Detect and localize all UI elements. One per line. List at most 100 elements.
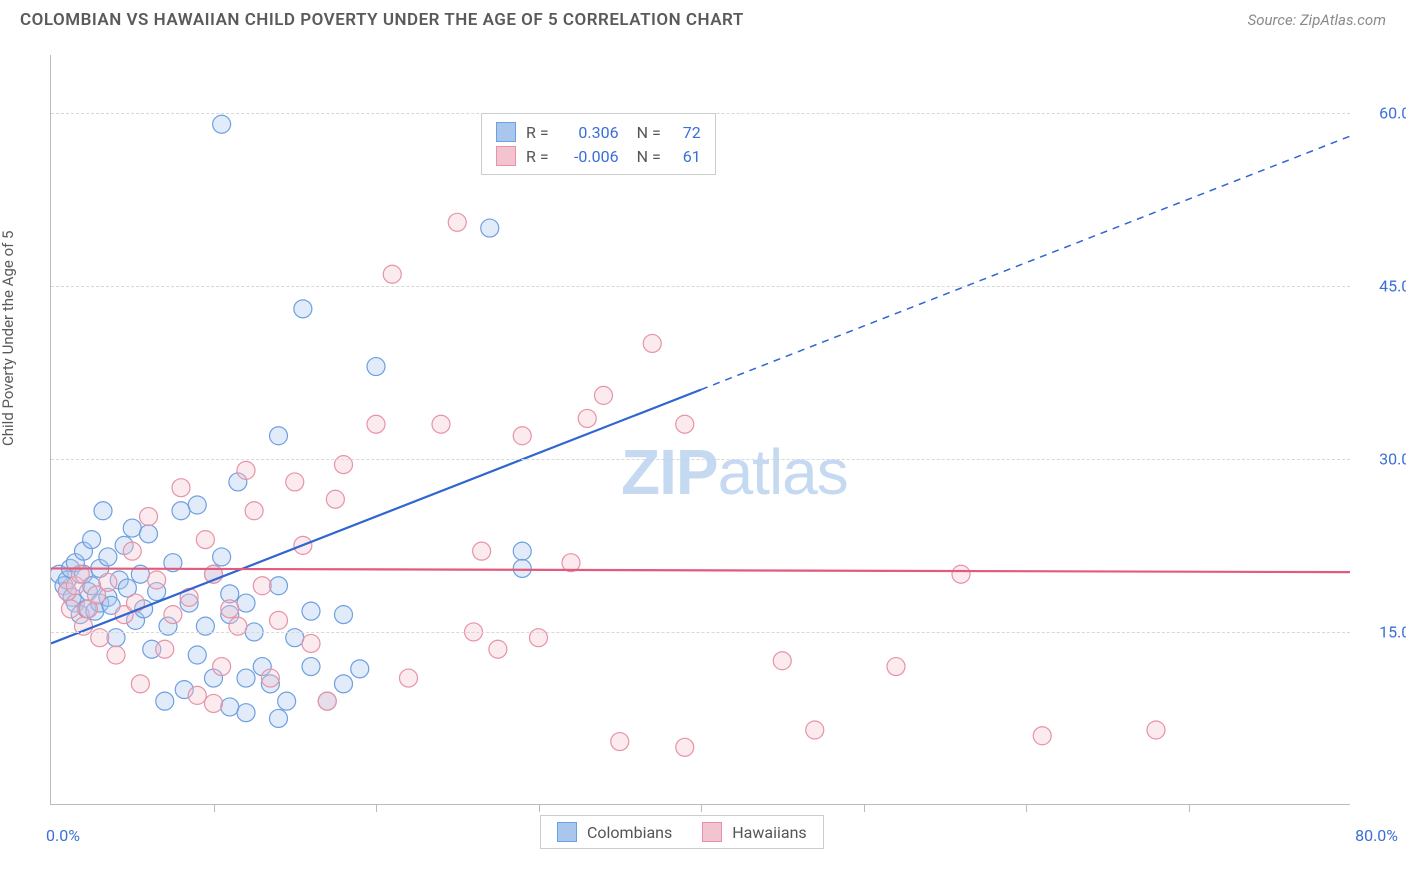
trend-line-dashed (701, 136, 1350, 390)
scatter-point (237, 594, 255, 612)
scatter-point (221, 600, 239, 618)
y-tick-label: 30.0% (1379, 449, 1406, 468)
scatter-point (156, 640, 174, 658)
source-label: Source: ZipAtlas.com (1248, 11, 1386, 29)
legend-r-label: R = (526, 123, 549, 142)
scatter-point (286, 473, 304, 491)
scatter-point (676, 415, 694, 433)
scatter-point (237, 704, 255, 722)
x-tick (864, 804, 865, 812)
legend-swatch (496, 122, 516, 142)
scatter-point (253, 577, 271, 595)
scatter-point (806, 721, 824, 739)
scatter-point (270, 709, 288, 727)
scatter-point (481, 219, 499, 237)
scatter-point (513, 427, 531, 445)
legend-stats: R = 0.306 N = 72 R = -0.006 N = 61 (481, 113, 716, 175)
scatter-point (448, 213, 466, 231)
scatter-point (318, 692, 336, 710)
scatter-point (237, 461, 255, 479)
scatter-point (513, 542, 531, 560)
scatter-point (94, 502, 112, 520)
scatter-point (1147, 721, 1165, 739)
legend-r-label: R = (526, 147, 549, 166)
x-tick (376, 804, 377, 812)
x-tick (1026, 804, 1027, 812)
legend-r-value: 0.306 (559, 123, 619, 142)
scatter-point (302, 602, 320, 620)
scatter-point (107, 646, 125, 664)
legend-series: Colombians Hawaiians (540, 815, 824, 849)
scatter-point (99, 573, 117, 591)
scatter-point (188, 496, 206, 514)
scatter-point (270, 611, 288, 629)
legend-swatch (702, 822, 722, 842)
scatter-point (773, 652, 791, 670)
gridline (51, 632, 1350, 633)
scatter-point (676, 738, 694, 756)
scatter-point (188, 686, 206, 704)
scatter-point (952, 565, 970, 583)
scatter-point (611, 733, 629, 751)
y-tick-label: 60.0% (1379, 103, 1406, 122)
legend-stat-row: R = -0.006 N = 61 (496, 144, 701, 168)
x-max-label: 80.0% (1355, 826, 1398, 845)
scatter-point (887, 658, 905, 676)
scatter-point (123, 542, 141, 560)
scatter-point (213, 115, 231, 133)
scatter-point (1033, 727, 1051, 745)
scatter-point (367, 415, 385, 433)
y-tick-label: 15.0% (1379, 622, 1406, 641)
scatter-point (351, 660, 369, 678)
scatter-point (205, 694, 223, 712)
x-tick (539, 804, 540, 812)
scatter-point (278, 692, 296, 710)
legend-series-item: Colombians (557, 822, 672, 842)
scatter-point (294, 300, 312, 318)
scatter-point (196, 531, 214, 549)
scatter-point (123, 519, 141, 537)
legend-series-label: Colombians (587, 823, 672, 842)
scatter-point (156, 692, 174, 710)
legend-r-value: -0.006 (559, 147, 619, 166)
scatter-point (513, 559, 531, 577)
scatter-point (213, 658, 231, 676)
y-axis-label: Child Poverty Under the Age of 5 (0, 231, 17, 447)
scatter-point (164, 606, 182, 624)
scatter-point (140, 508, 158, 526)
scatter-point (302, 634, 320, 652)
trend-line (51, 568, 1350, 572)
scatter-point (302, 658, 320, 676)
y-tick-label: 45.0% (1379, 276, 1406, 295)
scatter-point (172, 479, 190, 497)
legend-series-item: Hawaiians (702, 822, 806, 842)
scatter-point (335, 675, 353, 693)
chart-title: COLOMBIAN VS HAWAIIAN CHILD POVERTY UNDE… (20, 10, 744, 30)
legend-n-value: 61 (671, 147, 701, 166)
legend-n-label: N = (637, 147, 661, 166)
legend-swatch (496, 146, 516, 166)
scatter-point (148, 571, 166, 589)
x-min-label: 0.0% (46, 826, 80, 845)
legend-n-label: N = (637, 123, 661, 142)
scatter-point (99, 548, 117, 566)
x-tick (701, 804, 702, 812)
legend-stat-row: R = 0.306 N = 72 (496, 120, 701, 144)
legend-series-label: Hawaiians (732, 823, 806, 842)
scatter-point (83, 531, 101, 549)
scatter-point (595, 386, 613, 404)
x-tick (1189, 804, 1190, 812)
scatter-point (335, 606, 353, 624)
scatter-point (400, 669, 418, 687)
scatter-point (489, 640, 507, 658)
scatter-point (188, 646, 206, 664)
scatter-point (172, 502, 190, 520)
scatter-point (578, 409, 596, 427)
scatter-point (131, 675, 149, 693)
scatter-point (140, 525, 158, 543)
scatter-point (270, 577, 288, 595)
legend-n-value: 72 (671, 123, 701, 142)
gridline (51, 286, 1350, 287)
scatter-point (261, 669, 279, 687)
scatter-point (473, 542, 491, 560)
